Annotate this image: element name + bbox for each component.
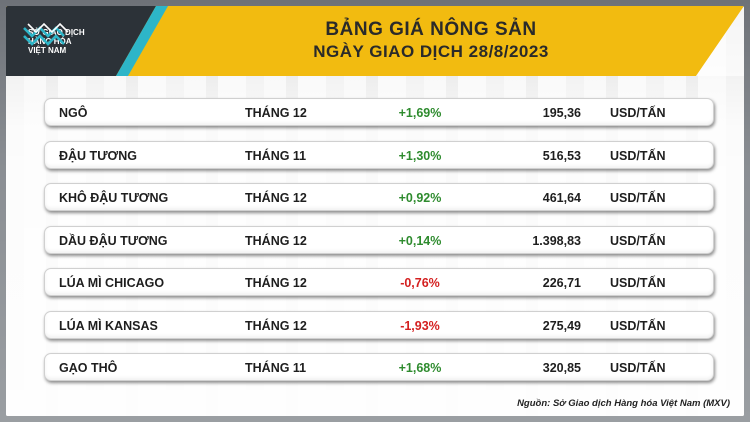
- logo-line-1: SỞ GIAO DỊCH: [28, 27, 85, 37]
- table-row: GẠO THÔ THÁNG 11 +1,68% 320,85 USD/TẤN: [44, 353, 714, 381]
- price-value: 320,85: [542, 361, 581, 375]
- contract-month: THÁNG 12: [245, 233, 307, 248]
- contract-month: THÁNG 11: [245, 361, 307, 375]
- table-row: LÚA MÌ KANSAS THÁNG 12 -1,93% 275,49 USD…: [44, 310, 714, 339]
- contract-month: THÁNG 12: [245, 191, 307, 205]
- table-row: LÚA MÌ CHICAGO THÁNG 12 -0,76% 226,71 US…: [44, 268, 714, 296]
- price-value: 516,53: [542, 148, 581, 163]
- price-unit: USD/TẤN: [610, 318, 666, 333]
- price-unit: USD/TẤN: [610, 191, 666, 205]
- header-banner: SỞ GIAO DỊCH HÀNG HÓA VIỆT NAM BẢNG GIÁ …: [6, 6, 744, 76]
- contract-month: THÁNG 11: [245, 148, 307, 163]
- contract-month: THÁNG 12: [245, 276, 307, 290]
- commodity-name: GẠO THÔ: [59, 361, 118, 375]
- table-row: ĐẬU TƯƠNG THÁNG 11 +1,30% 516,53 USD/TẤN: [44, 140, 714, 169]
- price-change: +0,92%: [398, 191, 442, 205]
- commodity-name: LÚA MÌ CHICAGO: [59, 276, 165, 290]
- price-value: 195,36: [542, 106, 581, 120]
- title-line-1: BẢNG GIÁ NÔNG SẢN: [325, 19, 537, 40]
- logo-line-3: VIỆT NAM: [28, 45, 67, 55]
- infographic-frame: SỞ GIAO DỊCH HÀNG HÓA VIỆT NAM BẢNG GIÁ …: [6, 6, 744, 416]
- price-change: +1,30%: [398, 148, 442, 163]
- price-value: 226,71: [542, 276, 581, 290]
- price-unit: USD/TẤN: [610, 361, 666, 375]
- commodity-name: LÚA MÌ KANSAS: [59, 318, 158, 333]
- price-unit: USD/TẤN: [610, 148, 666, 163]
- commodity-name: DẦU ĐẬU TƯƠNG: [59, 233, 168, 248]
- price-value: 461,64: [542, 191, 581, 205]
- table-row: KHÔ ĐẬU TƯƠNG THÁNG 12 +0,92% 461,64 USD…: [44, 183, 714, 211]
- source-note: Nguồn: Sở Giao dịch Hàng hóa Việt Nam (M…: [517, 398, 730, 409]
- commodity-name: KHÔ ĐẬU TƯƠNG: [59, 191, 169, 205]
- price-change: -1,93%: [400, 318, 440, 333]
- price-table: NGÔ THÁNG 12 +1,69% 195,36 USD/TẤN ĐẬU T…: [44, 98, 714, 396]
- contract-month: THÁNG 12: [245, 318, 307, 333]
- title-line-2: NGÀY GIAO DỊCH 28/8/2023: [313, 42, 549, 61]
- price-value: 1.398,83: [532, 233, 581, 248]
- table-row: DẦU ĐẬU TƯƠNG THÁNG 12 +0,14% 1.398,83 U…: [44, 225, 714, 254]
- price-change: +1,68%: [398, 361, 442, 375]
- price-unit: USD/TẤN: [610, 276, 666, 290]
- contract-month: THÁNG 12: [245, 106, 307, 120]
- commodity-name: NGÔ: [59, 106, 88, 120]
- exchange-logo: SỞ GIAO DỊCH HÀNG HÓA VIỆT NAM: [22, 20, 162, 62]
- page-title: BẢNG GIÁ NÔNG SẢN NGÀY GIAO DỊCH 28/8/20…: [246, 18, 616, 63]
- commodity-name: ĐẬU TƯƠNG: [59, 148, 137, 163]
- price-change: -0,76%: [400, 276, 440, 290]
- mxv-logo-icon: [23, 22, 69, 46]
- price-change: +0,14%: [398, 233, 442, 248]
- price-change: +1,69%: [398, 106, 442, 120]
- table-row: NGÔ THÁNG 12 +1,69% 195,36 USD/TẤN: [44, 98, 714, 126]
- price-unit: USD/TẤN: [610, 233, 666, 248]
- price-value: 275,49: [542, 318, 581, 333]
- price-unit: USD/TẤN: [610, 106, 666, 120]
